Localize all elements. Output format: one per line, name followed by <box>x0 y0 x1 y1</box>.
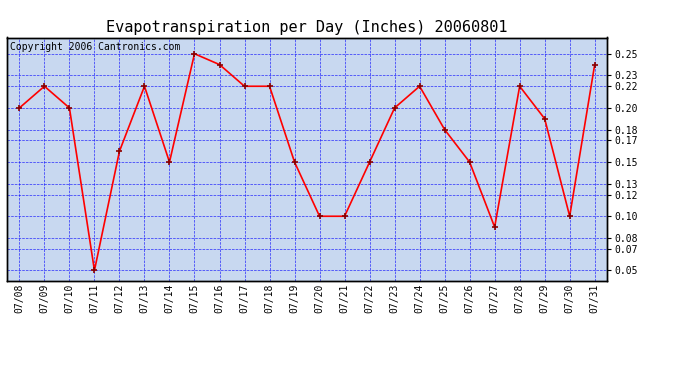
Title: Evapotranspiration per Day (Inches) 20060801: Evapotranspiration per Day (Inches) 2006… <box>106 20 508 35</box>
Text: Copyright 2006 Cantronics.com: Copyright 2006 Cantronics.com <box>10 42 180 52</box>
